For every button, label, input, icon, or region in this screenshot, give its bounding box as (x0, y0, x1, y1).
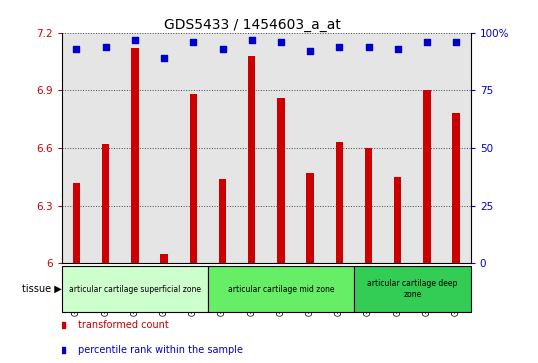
Bar (442, 33, 471, 264)
Point (393, 46, 402, 52)
Bar (248, 56, 256, 264)
Text: articular cartilage superficial zone: articular cartilage superficial zone (69, 285, 201, 294)
Point (335, 44, 344, 49)
Bar (452, 114, 460, 264)
Bar (62, 266, 208, 312)
Bar (131, 48, 139, 264)
Point (189, 39, 197, 45)
Point (277, 39, 285, 45)
Bar (412, 33, 442, 264)
Point (306, 48, 314, 54)
Bar (150, 33, 179, 264)
Bar (394, 177, 401, 264)
Point (131, 37, 139, 42)
Bar (189, 94, 197, 264)
Bar (208, 33, 237, 264)
Bar (307, 173, 314, 264)
Bar (277, 98, 285, 264)
Bar (237, 33, 266, 264)
Bar (73, 183, 80, 264)
Text: articular cartilage mid zone: articular cartilage mid zone (228, 285, 334, 294)
Point (101, 44, 110, 49)
Point (72, 46, 81, 52)
Bar (354, 33, 383, 264)
Bar (383, 33, 412, 264)
Point (452, 39, 461, 45)
Bar (219, 179, 226, 264)
Bar (160, 254, 168, 264)
Text: transformed count: transformed count (78, 320, 169, 330)
Point (423, 39, 431, 45)
Text: percentile rank within the sample: percentile rank within the sample (78, 344, 243, 355)
Bar (208, 266, 354, 312)
Bar (179, 33, 208, 264)
Point (218, 46, 227, 52)
Text: GDS5433 / 1454603_a_at: GDS5433 / 1454603_a_at (165, 18, 341, 32)
Bar (365, 148, 372, 264)
Bar (102, 144, 109, 264)
Text: tissue ▶: tissue ▶ (22, 284, 62, 294)
Text: articular cartilage deep
zone: articular cartilage deep zone (367, 280, 457, 299)
Bar (91, 33, 121, 264)
Bar (336, 142, 343, 264)
Bar (325, 33, 354, 264)
Bar (62, 33, 91, 264)
Bar (295, 33, 325, 264)
Bar (266, 33, 295, 264)
Bar (121, 33, 150, 264)
Point (160, 55, 168, 61)
Point (364, 44, 373, 49)
Bar (354, 266, 471, 312)
Bar (423, 90, 430, 264)
Point (247, 37, 256, 42)
